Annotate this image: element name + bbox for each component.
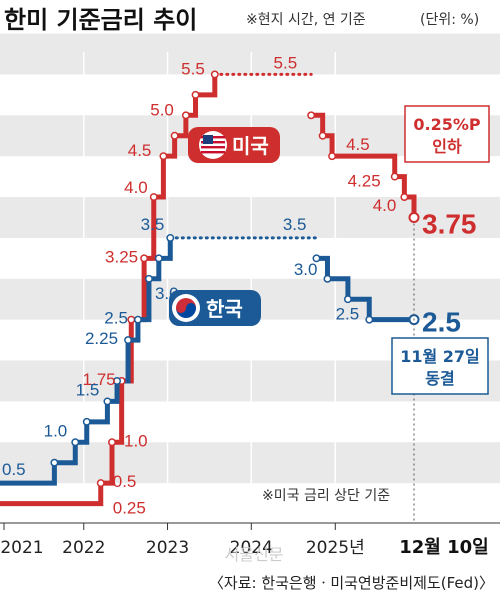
us-legend-label: 미국 xyxy=(232,134,269,158)
annotation-line: 인하 xyxy=(432,137,462,156)
kr-point-label: 2.5 xyxy=(104,309,128,328)
bottom-note: ※미국 금리 상단 기준 xyxy=(262,488,390,504)
kr-series-point xyxy=(166,233,175,242)
us-series-point xyxy=(318,131,327,140)
kr-series-point xyxy=(365,315,374,324)
us-series-point xyxy=(191,90,200,99)
kr-point-label: 0.5 xyxy=(2,460,26,479)
annotation-line: 0.25%P xyxy=(413,115,481,134)
us-series-point xyxy=(140,254,149,263)
us-series-point xyxy=(170,131,179,140)
kr-series-point xyxy=(144,274,153,283)
us-series-point xyxy=(210,70,219,79)
kr-flag-icon xyxy=(172,294,200,322)
kr-series-point xyxy=(312,254,321,263)
background-band xyxy=(0,33,500,75)
us-series-point xyxy=(108,438,116,447)
x-axis-ticks: 2021 2022 2023 2024 2025년 xyxy=(0,523,365,558)
kr-series-point xyxy=(154,254,163,263)
source-note: 〈자료: 한국은행ㆍ미국연방준비제도(Fed)〉 xyxy=(209,574,494,592)
us-annotation-box: 0.25%P 인하 xyxy=(404,105,490,163)
x-tick-label: 2021 xyxy=(0,538,43,558)
us-series-point xyxy=(159,152,168,161)
us-legend-badge: 미국 xyxy=(188,127,280,163)
kr-point-label: 2.25 xyxy=(85,329,118,348)
us-end-point xyxy=(408,211,420,223)
date-label: 12월 10일 xyxy=(399,537,488,558)
point-labels: 0.25 0.5 1.0 1.75 3.25 4.0 4.5 5.0 5.5 5.5 4.5 4.25… xyxy=(2,53,477,517)
kr-series-point xyxy=(133,315,142,324)
kr-point-label: 2.5 xyxy=(336,305,360,324)
us-point-label: 4.0 xyxy=(124,178,148,197)
background-bands xyxy=(0,33,500,484)
us-point-label: 4.25 xyxy=(348,172,381,191)
us-series-point xyxy=(127,315,136,324)
kr-series-point xyxy=(103,397,112,406)
x-tick-label: 2023 xyxy=(146,538,189,558)
series-dots xyxy=(50,70,420,488)
x-tick-label: 2022 xyxy=(62,538,105,558)
us-series-point xyxy=(96,479,105,488)
us-series-point xyxy=(307,111,316,120)
us-point-label: 5.5 xyxy=(181,59,205,78)
chart-title: 한미 기준금리 추이 xyxy=(4,6,197,34)
kr-point-label: 2.5 xyxy=(422,307,461,338)
us-series-point xyxy=(149,193,158,201)
watermark: 서울신문 xyxy=(225,545,284,564)
annotation-line: 동결 xyxy=(425,369,454,388)
kr-series-point xyxy=(71,438,80,447)
us-point-label: 5.0 xyxy=(150,100,174,119)
kr-series-point xyxy=(82,417,91,426)
unit-note: (단위: %) xyxy=(420,12,479,28)
us-point-label: 3.25 xyxy=(105,247,138,266)
annotation-line: 11월 27일 xyxy=(400,347,480,366)
kr-series-point xyxy=(113,377,121,385)
kr-point-label: 3.5 xyxy=(141,215,165,234)
kr-legend-label: 한국 xyxy=(206,297,243,321)
kr-point-label: 3.0 xyxy=(294,260,318,279)
us-series-point xyxy=(181,111,190,120)
us-point-label: 5.5 xyxy=(274,53,298,72)
us-point-label: 1.75 xyxy=(83,370,116,389)
us-point-label: 4.5 xyxy=(346,135,370,154)
kr-point-label: 1.0 xyxy=(44,421,68,440)
us-series-point xyxy=(400,193,409,201)
kr-series-point xyxy=(323,274,332,283)
us-series-point xyxy=(328,152,337,161)
kr-series-point xyxy=(50,458,59,467)
us-point-label: 0.5 xyxy=(113,472,137,491)
x-tick-label: 2024 xyxy=(230,538,273,558)
kr-series-point xyxy=(343,295,352,304)
kr-point-label: 1.5 xyxy=(76,380,100,399)
chart-subtitle: ※현지 시간, 연 기준 xyxy=(246,12,366,28)
kr-legend-badge: 한국 xyxy=(169,290,261,326)
us-point-label: 3.75 xyxy=(422,208,477,239)
us-point-label: 4.5 xyxy=(128,141,152,160)
us-annotation-text: 0.25%P 인하 xyxy=(413,115,481,156)
kr-point-label: 3.5 xyxy=(283,215,307,234)
us-point-label: 4.0 xyxy=(373,196,397,215)
us-point-label: 0.25 xyxy=(113,499,146,518)
us-flag-icon xyxy=(199,131,227,159)
x-tick-label: 2025년 xyxy=(306,538,365,558)
us-point-label: 1.0 xyxy=(124,431,148,450)
us-series-point xyxy=(390,172,399,181)
kr-series-point xyxy=(124,336,133,345)
